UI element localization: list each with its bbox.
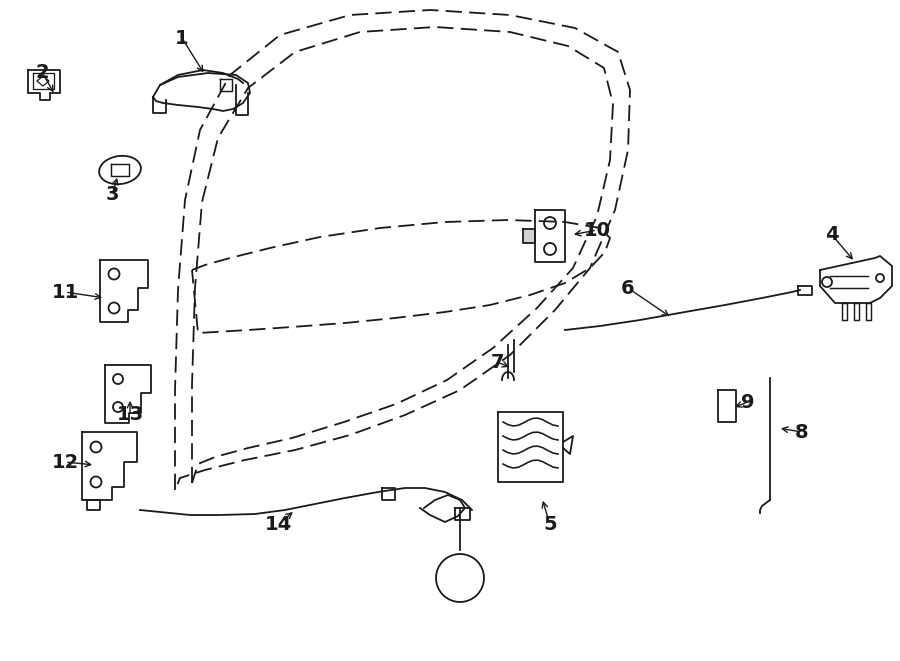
Text: 4: 4 <box>825 225 839 245</box>
Text: 10: 10 <box>583 221 610 239</box>
Text: 1: 1 <box>176 28 189 48</box>
Text: 9: 9 <box>742 393 755 412</box>
Text: 7: 7 <box>491 352 504 371</box>
Text: 3: 3 <box>105 186 119 204</box>
Text: 2: 2 <box>35 63 49 81</box>
Text: 12: 12 <box>51 453 78 471</box>
Text: 5: 5 <box>544 516 557 535</box>
Text: 13: 13 <box>116 405 144 424</box>
Text: 11: 11 <box>51 282 78 301</box>
Text: 8: 8 <box>796 422 809 442</box>
Text: 6: 6 <box>621 278 634 297</box>
Text: 14: 14 <box>265 516 292 535</box>
Polygon shape <box>524 230 534 242</box>
